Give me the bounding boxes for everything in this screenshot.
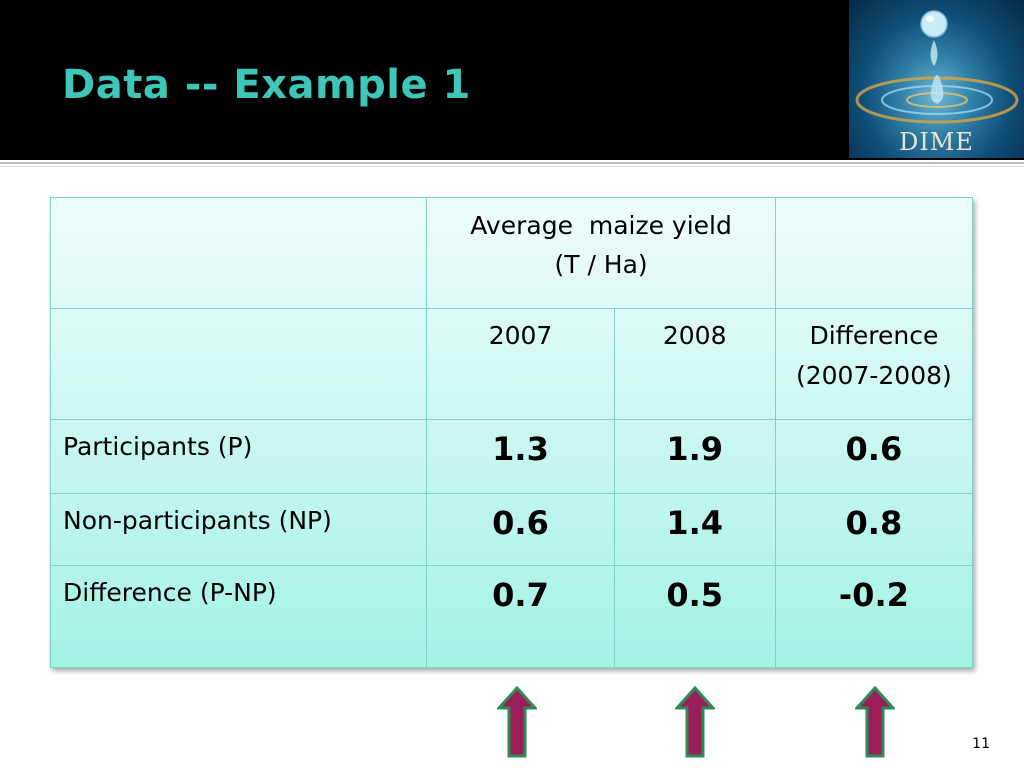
- cell-value: -0.2: [838, 575, 909, 614]
- measure-header-cell: Average maize yield (T / Ha): [426, 196, 776, 310]
- header-rule: [0, 162, 1024, 164]
- row-label: Non-participants (NP): [63, 505, 332, 535]
- empty-cell: [49, 196, 428, 310]
- empty-cell: [774, 196, 974, 310]
- measure-unit: (T / Ha): [554, 250, 648, 279]
- cell-value: 0.6: [492, 503, 549, 542]
- cell-value: 0.5: [666, 575, 724, 614]
- table-row: Non-participants (NP) 0.6 1.4 0.8: [49, 492, 974, 566]
- up-arrow-icon: [675, 686, 715, 758]
- table-row: Participants (P) 1.3 1.9 0.6: [49, 419, 974, 494]
- cell-value: 1.4: [666, 503, 724, 542]
- column-header-difference-range: (2007-2008): [795, 361, 952, 391]
- slide-header: Data -- Example 1 DIME: [0, 0, 1024, 160]
- dime-logo: DIME: [849, 0, 1024, 158]
- water-drop-icon: [855, 10, 1019, 124]
- column-header: 2007: [426, 308, 615, 421]
- empty-cell: [49, 308, 428, 421]
- header-rule-thin: [0, 166, 1024, 167]
- table-header-row: Average maize yield (T / Ha): [49, 196, 974, 310]
- cell-value: 1.3: [492, 430, 549, 469]
- slide-title: Data -- Example 1: [62, 62, 471, 108]
- table-column-row: 2007 2008 Difference (2007-2008): [49, 308, 974, 421]
- row-label: Participants (P): [63, 432, 253, 462]
- yield-table: Average maize yield (T / Ha) 2007 2008 D…: [49, 196, 974, 669]
- page-number: 11: [972, 736, 990, 752]
- logo-text: DIME: [899, 128, 974, 156]
- cell-value: 1.9: [666, 430, 724, 469]
- column-header-difference: Difference: [809, 321, 939, 351]
- cell-value: 0.6: [845, 430, 903, 469]
- up-arrow-icon: [497, 686, 537, 758]
- measure-label: Average maize yield: [470, 211, 732, 240]
- cell-value: 0.7: [492, 575, 549, 614]
- column-header-2008: 2008: [662, 321, 727, 351]
- column-header: 2008: [613, 308, 776, 421]
- column-header-2007: 2007: [488, 321, 553, 351]
- cell-value: 0.8: [845, 503, 903, 542]
- up-arrow-icon: [855, 686, 895, 758]
- column-header: Difference (2007-2008): [774, 308, 974, 421]
- data-table: Average maize yield (T / Ha) 2007 2008 D…: [49, 196, 974, 669]
- table-row: Difference (P-NP) 0.7 0.5 -0.2: [49, 564, 974, 669]
- row-label: Difference (P-NP): [63, 577, 277, 607]
